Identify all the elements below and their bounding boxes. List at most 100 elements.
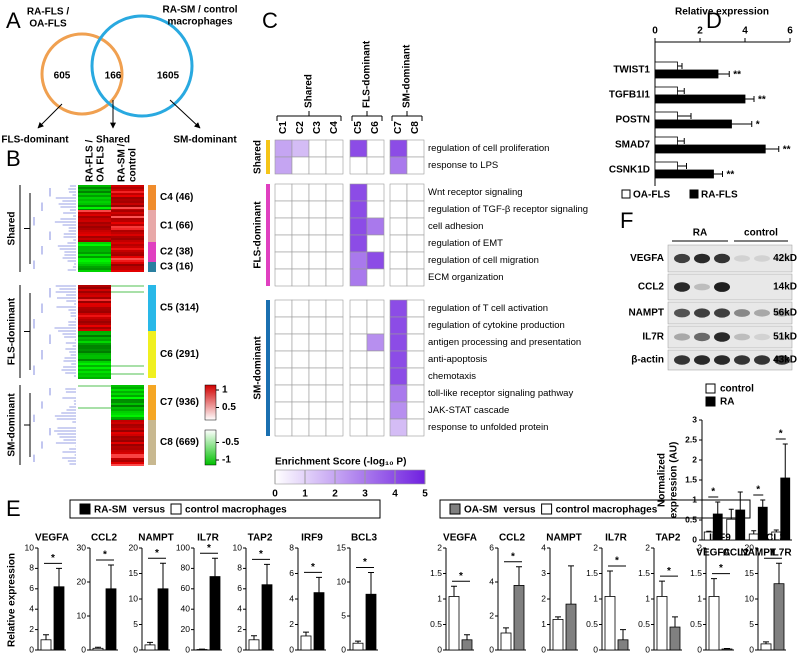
enrichment-cell	[366, 401, 385, 420]
heatmap-cell	[78, 355, 111, 357]
heatmap-cell	[111, 355, 144, 357]
band	[694, 332, 710, 342]
error-bar	[303, 631, 309, 636]
category-label: IL7R	[770, 548, 792, 559]
heatmap-cell	[78, 389, 111, 391]
enrichment-cell	[325, 217, 344, 236]
panel-label: B	[6, 146, 21, 171]
enrichment-cell	[325, 251, 344, 270]
heatmap-cell	[78, 309, 111, 311]
enrichment-cell	[308, 183, 327, 202]
bar	[313, 592, 325, 651]
enrichment-cell	[406, 316, 425, 335]
heatmap-cell	[78, 301, 111, 303]
heatmap-cell	[111, 262, 144, 264]
heatmap-cell	[111, 371, 144, 373]
outcome-label: Shared	[96, 135, 130, 146]
heatmap-cell	[78, 246, 111, 248]
heatmap-cell	[78, 403, 111, 405]
heatmap-cell	[111, 325, 144, 327]
heatmap-cell	[111, 430, 144, 432]
enrichment-cell	[325, 139, 344, 158]
heatmap-cell	[111, 242, 144, 244]
enrichment-cell	[366, 139, 385, 158]
legend-box	[439, 499, 751, 519]
heatmap-cell	[111, 399, 144, 401]
heatmap-cell	[78, 189, 111, 191]
y-tick-label: 30	[77, 542, 87, 552]
y-tick-label: 2	[541, 593, 546, 603]
error-bar	[706, 530, 712, 532]
heatmap-cell	[111, 210, 144, 212]
legend-swatch	[621, 189, 631, 199]
band	[674, 308, 690, 318]
bar	[721, 648, 733, 651]
band	[754, 355, 770, 365]
heatmap-cell	[111, 301, 144, 303]
set-count: 1605	[157, 71, 180, 82]
y-tick-label: 0	[437, 644, 442, 654]
enrichment-cell	[274, 367, 293, 386]
bar	[248, 639, 260, 651]
heatmap-cell	[111, 426, 144, 428]
heatmap-cell	[78, 210, 111, 212]
enrichment-cell	[366, 183, 385, 202]
enrichment-cell	[274, 200, 293, 219]
y-tick-label: 3	[692, 414, 697, 424]
term-label: Wnt receptor signaling	[428, 187, 523, 198]
bar	[654, 69, 719, 79]
y-tick-label: 0	[341, 644, 346, 654]
y-tick-label: 1	[692, 494, 697, 504]
heatmap-cell	[111, 464, 144, 466]
error-bar	[782, 443, 788, 478]
enrichment-cell	[389, 299, 408, 318]
error-bar	[715, 501, 721, 514]
bar	[654, 136, 678, 146]
x-tick-label: 2	[697, 26, 703, 37]
enrichment-cell	[325, 384, 344, 403]
y-tick-label: 1	[541, 619, 546, 629]
enrichment-cell	[349, 299, 368, 318]
error-bar	[516, 566, 522, 586]
heatmap-cell	[78, 226, 111, 228]
y-tick-label: 6	[289, 568, 294, 578]
gene-label: IL7R	[197, 533, 219, 544]
gene-label: CCL2	[499, 533, 526, 544]
set-name: RA-SM / control	[163, 5, 238, 16]
enrichment-cell	[406, 200, 425, 219]
cluster-label: C3 (16)	[160, 262, 193, 273]
y-tick-label: 1.5	[685, 474, 697, 484]
enrichment-cell	[366, 367, 385, 386]
heatmap-cell	[111, 268, 144, 270]
enrichment-cell	[366, 384, 385, 403]
heatmap-cell	[78, 422, 111, 424]
bar	[448, 596, 460, 651]
enrichment-cell	[349, 234, 368, 253]
heatmap-cell	[111, 293, 144, 295]
bar	[654, 161, 678, 171]
heatmap-cell	[78, 199, 111, 201]
heatmap-cell	[111, 236, 144, 238]
heatmap-cell	[78, 293, 111, 295]
heatmap-cell	[111, 199, 144, 201]
heatmap-cell	[111, 246, 144, 248]
enrichment-cell	[274, 401, 293, 420]
y-tick-label: 2	[29, 624, 34, 634]
heatmap-cell	[111, 295, 144, 297]
enrichment-cell	[308, 384, 327, 403]
heatmap-cell	[78, 285, 111, 287]
gene-label: IRF9	[301, 533, 323, 544]
band	[674, 253, 690, 264]
enrichment-cell	[308, 268, 327, 287]
legend-swatch	[689, 189, 699, 199]
column-label: C1	[278, 121, 289, 134]
y-tick-label: 0	[489, 644, 494, 654]
size-label: 56kD	[773, 308, 797, 319]
error-bar	[464, 634, 470, 640]
scale-label: -0.5	[222, 437, 240, 448]
significance: *	[756, 485, 760, 496]
heatmap-cell	[78, 415, 111, 417]
bar	[565, 603, 577, 651]
heatmap-cell	[78, 230, 111, 232]
column-header: RA-SM /	[117, 143, 128, 182]
